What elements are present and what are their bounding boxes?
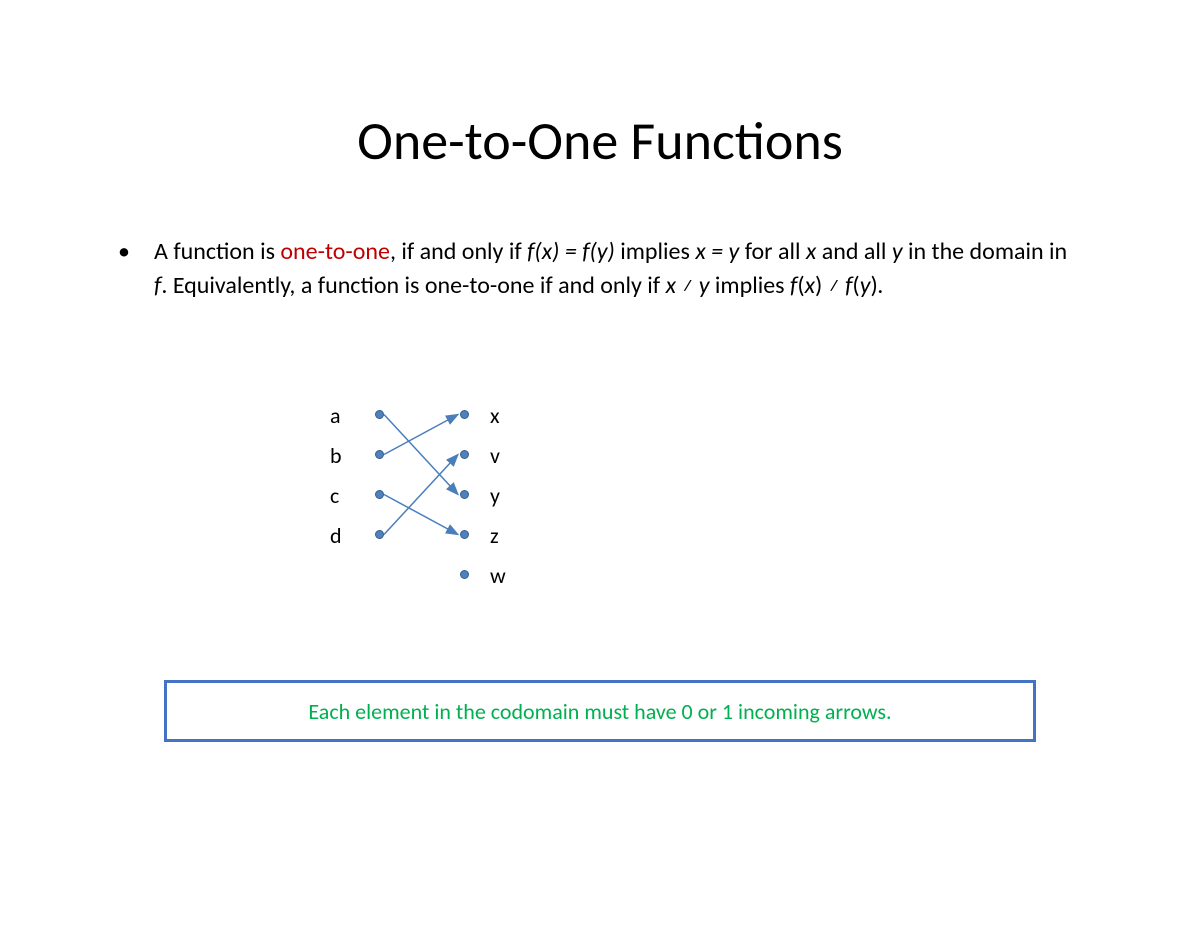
- text-period: .: [878, 271, 884, 300]
- math-fx: f(x): [527, 237, 559, 266]
- math-x: x: [806, 237, 816, 266]
- codomain-dot: [460, 530, 469, 539]
- mapping-edge: [384, 495, 458, 535]
- domain-label: b: [330, 442, 342, 469]
- codomain-label: v: [490, 442, 500, 469]
- text-frag: implies: [615, 237, 695, 266]
- mapping-diagram: abcd xvyzw: [320, 398, 590, 626]
- math-rp: ): [870, 271, 877, 300]
- math-y: y: [892, 237, 903, 266]
- codomain-dot: [460, 490, 469, 499]
- text-frag: A function is: [154, 237, 280, 266]
- domain-label: d: [330, 522, 342, 549]
- text-frag: and all: [816, 237, 892, 266]
- codomain-label: x: [490, 402, 500, 429]
- mapping-edge: [384, 415, 458, 495]
- codomain-label: w: [490, 562, 506, 589]
- domain-dot: [375, 530, 384, 539]
- text-frag: implies: [710, 271, 790, 300]
- text-frag: in the domain in: [903, 237, 1068, 266]
- mapping-edge: [384, 455, 458, 535]
- bullet-item: • A function is one-to-one, if and only …: [118, 235, 1084, 303]
- text-frag: , if and only if: [390, 237, 527, 266]
- term-one-to-one: one-to-one: [280, 237, 390, 266]
- bullet-text: A function is one-to-one, if and only if…: [154, 235, 1084, 303]
- domain-dot: [375, 410, 384, 419]
- math-lp: (: [852, 271, 859, 300]
- bullet-marker: •: [118, 235, 154, 269]
- codomain-label: y: [490, 482, 500, 509]
- slide: One-to-One Functions • A function is one…: [0, 0, 1200, 927]
- math-x: x: [695, 237, 705, 266]
- math-eq: =: [706, 237, 729, 266]
- math-neq: ≠: [822, 271, 845, 300]
- text-frag: . Equivalently, a function is one-to-one…: [161, 271, 665, 300]
- math-xneqy: x ≠ y: [666, 271, 710, 300]
- math-x: x: [805, 271, 815, 300]
- math-y: y: [729, 237, 740, 266]
- codomain-label: z: [490, 522, 499, 549]
- math-y: y: [860, 271, 871, 300]
- text-frag: for all: [739, 237, 806, 266]
- codomain-dot: [460, 570, 469, 579]
- math-fy: f(y): [582, 237, 615, 266]
- domain-label: c: [330, 482, 339, 509]
- mapping-arrows: [320, 398, 590, 626]
- codomain-dot: [460, 450, 469, 459]
- codomain-dot: [460, 410, 469, 419]
- domain-label: a: [330, 402, 341, 429]
- math-lp: (: [797, 271, 804, 300]
- mapping-edge: [384, 415, 458, 455]
- domain-dot: [375, 490, 384, 499]
- note-text: Each element in the codomain must have 0…: [308, 698, 891, 725]
- math-eq: =: [559, 237, 582, 266]
- note-box: Each element in the codomain must have 0…: [164, 680, 1036, 742]
- domain-dot: [375, 450, 384, 459]
- slide-title: One-to-One Functions: [0, 108, 1200, 174]
